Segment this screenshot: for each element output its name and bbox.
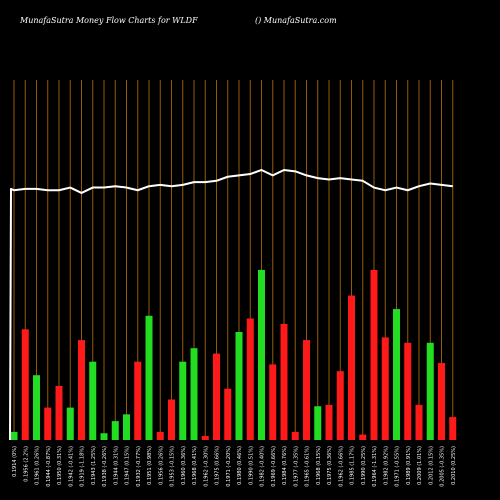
x-tick-label: 0.1971 (-0.20%) bbox=[226, 446, 232, 487]
x-tick-label: 0.1968 (0.41%) bbox=[192, 446, 198, 485]
x-tick-label: 0.1975 (0.66%) bbox=[215, 446, 221, 485]
outflow-bar bbox=[224, 388, 232, 440]
x-tick-label: 0.2005 (-0.35%) bbox=[440, 446, 446, 487]
outflow-bar bbox=[404, 342, 412, 440]
x-tick-label: 0.2010 (0.25%) bbox=[451, 446, 457, 485]
inflow-bar bbox=[10, 431, 18, 440]
money-flow-line bbox=[9, 169, 453, 441]
x-tick-label: 0.1971 (-0.55%) bbox=[395, 446, 401, 487]
outflow-bar bbox=[381, 337, 389, 440]
x-tick-label: 0.1982 (0.92%) bbox=[383, 446, 389, 485]
outflow-bar bbox=[134, 361, 142, 440]
inflow-bar bbox=[235, 332, 243, 440]
x-tick-label: 0.2012 (0.15%) bbox=[428, 446, 434, 485]
x-tick-label: 0.1944 (-0.87%) bbox=[46, 446, 52, 487]
x-tick-label: 0.1947 (0.15%) bbox=[125, 446, 131, 485]
outflow-bar bbox=[55, 386, 63, 440]
x-tick-label: 0.1990 (0.51%) bbox=[248, 446, 254, 485]
inflow-bar bbox=[426, 342, 434, 440]
chart-title: MunafaSutra Money Flow Charts for WLDF bbox=[20, 16, 198, 25]
x-tick-label: 0.1977 (-0.35%) bbox=[293, 446, 299, 487]
x-tick-label: 0.1982 (-0.40%) bbox=[260, 446, 266, 487]
outflow-bar bbox=[269, 364, 277, 440]
x-tick-label: 0.1938 (-0.26%) bbox=[102, 446, 108, 487]
inflow-bar bbox=[145, 315, 153, 440]
x-tick-label: 0.1962 (-0.30%) bbox=[203, 446, 209, 487]
x-tick-label: 0.1990 (0.25%) bbox=[361, 446, 367, 485]
outflow-bar bbox=[438, 363, 445, 440]
x-tick-label: 0.1960 (0.36%) bbox=[181, 446, 187, 485]
x-tick-label: 0.1956 (0.26%) bbox=[158, 446, 164, 485]
x-tick-label: 0.1989 (0.91%) bbox=[406, 446, 412, 485]
x-tick-label: 0.1956 (2.2%) bbox=[23, 446, 29, 482]
x-tick-label: 0.1953 (-0.15%) bbox=[170, 446, 176, 487]
x-tick-label: 0.2009 (1.01%) bbox=[417, 446, 423, 485]
source-credit: () MunafaSutra.com bbox=[255, 16, 337, 25]
inflow-bar bbox=[258, 269, 265, 440]
x-tick-label: 0.1962 (-0.66%) bbox=[338, 446, 344, 487]
outflow-bar bbox=[291, 431, 299, 440]
inflow-bar bbox=[89, 361, 97, 440]
outflow-bar bbox=[325, 404, 333, 440]
x-tick-label: 0.1950 (0.31%) bbox=[57, 446, 63, 485]
x-tick-label: 0.1943 (1.25%) bbox=[91, 446, 97, 485]
x-tick-label: 0.1965 (-0.61%) bbox=[305, 446, 311, 487]
outflow-bar bbox=[359, 434, 367, 440]
x-tick-label: 0.1932 (-0.77%) bbox=[136, 446, 142, 487]
outflow-bar bbox=[303, 340, 310, 440]
inflow-bar bbox=[66, 407, 74, 440]
outflow-bar bbox=[156, 431, 164, 440]
outflow-bar bbox=[246, 318, 254, 440]
x-tick-label: 0.1975 (0.36%) bbox=[327, 446, 333, 485]
x-tick-label: 0.1980 (0.46%) bbox=[237, 446, 243, 485]
outflow-bar bbox=[336, 371, 344, 440]
x-tick-label: 0.1984 (0.76%) bbox=[282, 446, 288, 485]
inflow-bar bbox=[33, 375, 40, 440]
x-tick-label: 0.1919 (-1.18%) bbox=[80, 446, 86, 487]
outflow-bar bbox=[168, 399, 175, 440]
inflow-bar bbox=[393, 309, 400, 440]
inflow-bar bbox=[111, 421, 119, 440]
x-tick-label: 0.1951 (0.98%) bbox=[147, 446, 153, 485]
x-tick-label: 0.1968 (0.15%) bbox=[316, 446, 322, 485]
x-tick-label: 0.1969 (-0.66%) bbox=[271, 446, 277, 487]
inflow-bar bbox=[123, 414, 130, 440]
outflow-bar bbox=[78, 340, 85, 440]
x-tick-label: 0.1914 (0%) bbox=[12, 446, 18, 477]
outflow-bar bbox=[280, 323, 288, 440]
x-tick-label: 0.1961 (0.26%) bbox=[35, 446, 41, 485]
x-tick-label: 0.1944 (0.31%) bbox=[113, 446, 119, 485]
outflow-bar bbox=[415, 404, 423, 440]
outflow-bar bbox=[213, 353, 220, 440]
inflow-bar bbox=[314, 406, 322, 440]
outflow-bar bbox=[201, 435, 209, 440]
outflow-bar bbox=[449, 417, 457, 440]
inflow-bar bbox=[179, 361, 187, 440]
inflow-bar bbox=[100, 433, 108, 440]
outflow-bar bbox=[348, 295, 355, 440]
outflow-bar bbox=[370, 269, 378, 440]
x-tick-label: 0.1985 (1.17%) bbox=[350, 446, 356, 485]
inflow-bar bbox=[190, 348, 198, 440]
outflow-bar bbox=[21, 329, 29, 440]
outflow-bar bbox=[44, 407, 52, 440]
x-tick-label: 0.1942 (-0.41%) bbox=[68, 446, 74, 487]
x-tick-label: 0.1964 (-1.31%) bbox=[372, 446, 378, 487]
